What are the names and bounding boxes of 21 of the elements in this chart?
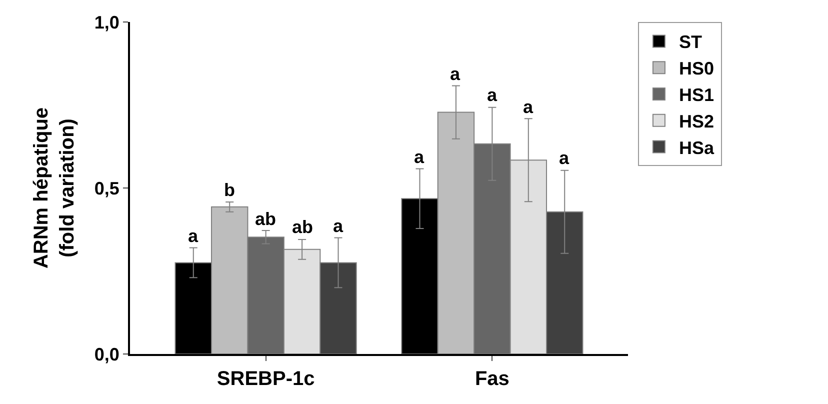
legend-label: HS0 bbox=[678, 58, 714, 79]
x-tick-label: SREBP-1c bbox=[216, 368, 315, 390]
data-label: a bbox=[333, 216, 344, 236]
data-label: a bbox=[559, 148, 570, 168]
y-tick-label: 0,0 bbox=[94, 344, 120, 364]
y-axis-title: ARNm hépatique (fold variation) bbox=[30, 107, 78, 269]
y-tick-label: 1,0 bbox=[94, 12, 120, 32]
data-label: ab bbox=[255, 209, 276, 229]
data-label: a bbox=[450, 64, 461, 84]
x-tick-label: Fas bbox=[474, 368, 510, 390]
data-label: a bbox=[414, 147, 425, 167]
data-label: a bbox=[523, 97, 534, 117]
legend-label: HSa bbox=[678, 138, 715, 158]
legend-label: ST bbox=[678, 32, 702, 52]
data-label: b bbox=[224, 180, 235, 200]
y-tick-label: 0,5 bbox=[94, 178, 120, 198]
data-label: a bbox=[487, 85, 498, 105]
data-label: a bbox=[188, 226, 199, 246]
legend-label: HS1 bbox=[678, 85, 714, 106]
data-label: ab bbox=[292, 217, 314, 237]
legend-label: HS2 bbox=[678, 111, 714, 132]
